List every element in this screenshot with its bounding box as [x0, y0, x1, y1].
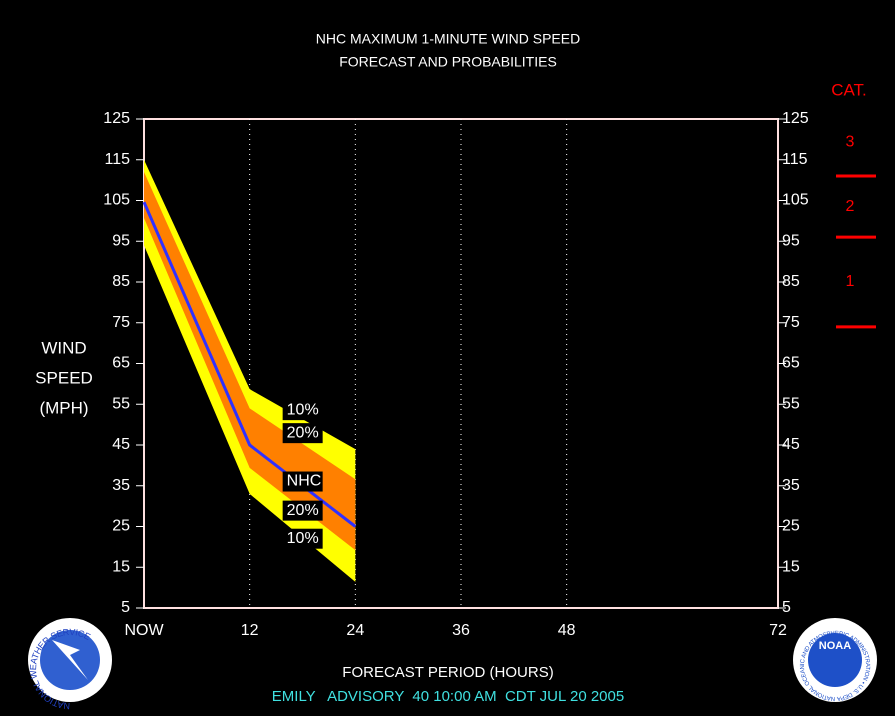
y-tick-label: 105 [103, 192, 130, 209]
y-tick-label: 45 [112, 436, 130, 453]
y-tick-label: 15 [112, 558, 130, 575]
forecast-line [142, 201, 357, 528]
x-tick-label: 36 [452, 622, 470, 639]
y-label: SPEED [35, 368, 93, 387]
y2-tick-label: 115 [782, 151, 808, 168]
x-tick-label: 72 [769, 622, 787, 639]
y2-tick-label: 105 [782, 192, 809, 209]
inner-band [144, 171, 356, 551]
y-tick-label: 95 [112, 232, 130, 249]
y-tick-label: 25 [112, 518, 130, 535]
y2-tick-label: 125 [782, 110, 809, 127]
y-tick-label: 65 [112, 355, 130, 372]
chart-title: NHC MAXIMUM 1-MINUTE WIND SPEED [316, 31, 580, 47]
y-tick-label: 35 [112, 477, 130, 494]
footer: EMILY ADVISORY 40 10:00 AM CDT JUL 20 20… [272, 688, 624, 705]
series-label: 20% [287, 424, 319, 441]
y-tick-label: 85 [112, 273, 130, 290]
y-tick-label: 125 [103, 110, 130, 127]
y-tick-label: 55 [112, 395, 130, 412]
series-label: 10% [287, 530, 319, 547]
x-tick-label: 12 [241, 622, 259, 639]
series-label-bg [282, 500, 323, 521]
x-tick-label: 24 [346, 622, 364, 639]
y2-tick-label: 45 [782, 436, 800, 453]
cat-label: 1 [846, 273, 855, 290]
y2-tick-label: 65 [782, 355, 800, 372]
x-tick-label: 48 [558, 622, 576, 639]
y-tick-label: 75 [112, 314, 130, 331]
series-label: 20% [287, 502, 319, 519]
series-label-bg [282, 400, 323, 421]
cat-label: 3 [846, 134, 855, 151]
x-label: FORECAST PERIOD (HOURS) [342, 664, 553, 681]
y2-tick-label: 15 [782, 558, 800, 575]
y-label: (MPH) [39, 398, 88, 417]
logo-bolt [52, 640, 88, 680]
y2-tick-label: 25 [782, 518, 800, 535]
y2-tick-label: 35 [782, 477, 800, 494]
series-label-bg [282, 471, 323, 492]
series-label-bg [282, 528, 323, 549]
logo-noaa: NOAA [819, 640, 851, 652]
x-tick-label: NOW [124, 622, 164, 639]
y-tick-label: 5 [121, 599, 130, 616]
series-label-bg [282, 423, 323, 444]
y2-tick-label: 85 [782, 273, 800, 290]
y2-tick-label: 5 [782, 599, 791, 616]
logo-center [808, 633, 862, 687]
cat-title: CAT. [831, 80, 867, 99]
series-label: 10% [287, 401, 319, 418]
y-label: WIND [41, 338, 86, 357]
chart-subtitle: FORECAST AND PROBABILITIES [339, 54, 557, 70]
y2-tick-label: 55 [782, 395, 800, 412]
cat-label: 2 [846, 198, 855, 215]
y-tick-label: 115 [104, 151, 130, 168]
y2-tick-label: 75 [782, 314, 800, 331]
series-label: NHC [287, 473, 322, 490]
y2-tick-label: 95 [782, 232, 800, 249]
